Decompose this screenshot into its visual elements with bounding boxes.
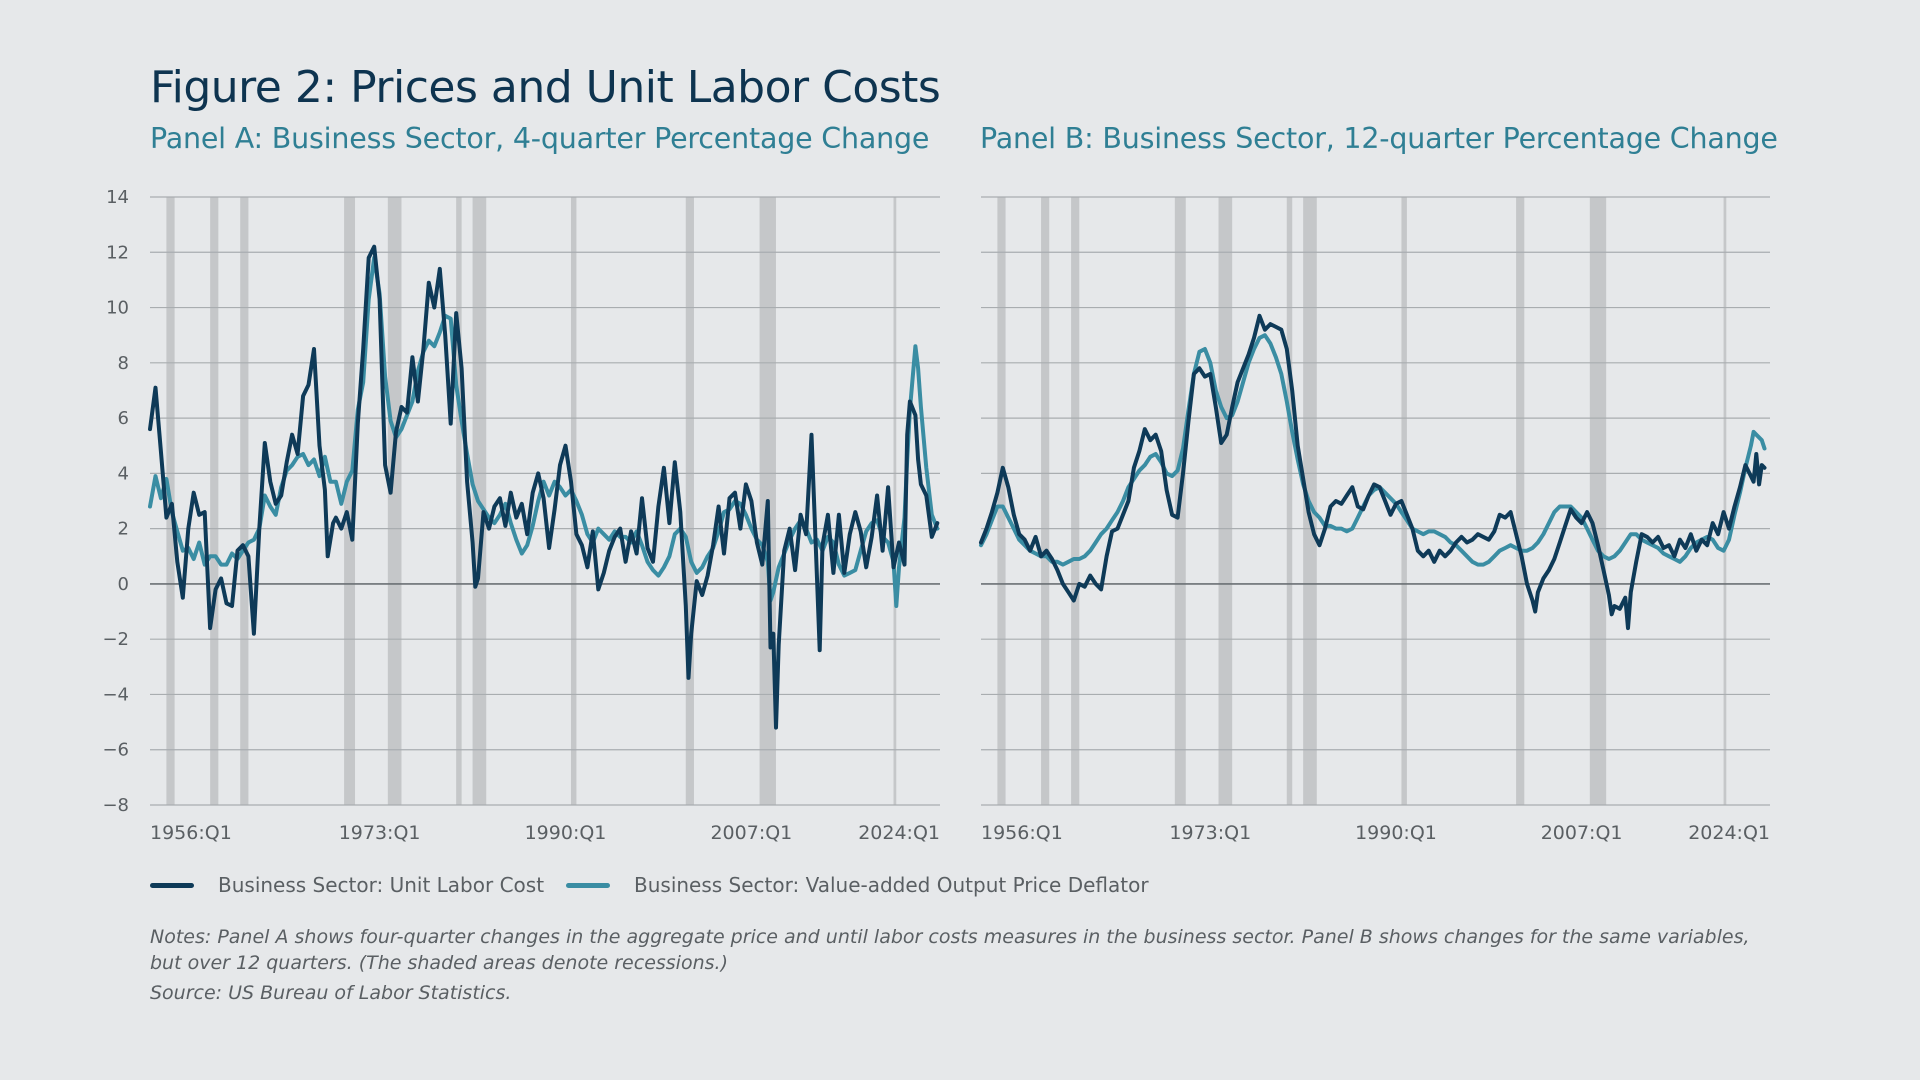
recession-band <box>997 197 1006 805</box>
panel-a-chart: 14 12 10 8 6 4 2 0 −2 −4 −6 −8 1956:Q1 1973:Q1 1990:Q1… <box>102 187 940 844</box>
charts-canvas: 14 12 10 8 6 4 2 0 −2 −4 −6 −8 1956:Q1 1973:Q1 1990:Q1… <box>102 187 1770 844</box>
legend-item-price-deflator: Business Sector: Value-added Output Pric… <box>566 871 1149 899</box>
recession-band <box>210 197 219 805</box>
recession-band <box>387 197 402 805</box>
recession-band <box>1723 197 1727 805</box>
x-tick-label: 2007:Q1 <box>710 822 792 844</box>
y-tick-label: 0 <box>118 574 129 595</box>
y-tick-label: 8 <box>118 353 129 374</box>
figure-title: Figure 2: Prices and Unit Labor Costs <box>150 62 941 113</box>
figure-source: Source: US Bureau of Labor Statistics. <box>150 982 512 1004</box>
recession-band <box>1218 197 1233 805</box>
series-line-price-deflator <box>148 255 940 608</box>
legend-swatch-price-deflator <box>566 882 610 888</box>
x-tick-label: 1990:Q1 <box>525 822 607 844</box>
series-line-unit-labor-cost <box>148 244 940 730</box>
y-tick-label: 6 <box>118 408 129 429</box>
x-tick-label: 2024:Q1 <box>1688 822 1770 844</box>
recession-band <box>456 197 462 805</box>
legend-swatch-unit-labor-cost <box>150 882 194 888</box>
y-tick-label: 4 <box>118 463 129 484</box>
recession-band <box>893 197 897 805</box>
y-tick-label: −4 <box>102 684 129 705</box>
y-tick-label: 2 <box>118 519 129 540</box>
legend-item-unit-labor-cost: Business Sector: Unit Labor Cost <box>150 871 544 899</box>
recession-band <box>1589 197 1607 805</box>
y-tick-label: 10 <box>106 298 129 319</box>
legend-label-unit-labor-cost: Business Sector: Unit Labor Cost <box>218 873 545 897</box>
series-line-unit-labor-cost <box>979 313 1767 631</box>
figure-notes: Notes: Panel A shows four-quarter change… <box>150 926 1750 974</box>
recession-band <box>685 197 694 805</box>
x-tick-label: 1973:Q1 <box>339 822 421 844</box>
recession-band <box>240 197 249 805</box>
y-tick-label: −8 <box>102 795 129 816</box>
recession-band <box>1071 197 1080 805</box>
y-tick-label: −2 <box>102 629 129 650</box>
recession-band <box>1401 197 1407 805</box>
y-tick-label: 12 <box>106 242 129 263</box>
y-tick-label: −6 <box>102 740 129 761</box>
x-tick-label: 1956:Q1 <box>981 822 1063 844</box>
recession-band <box>1516 197 1525 805</box>
x-tick-label: 2024:Q1 <box>858 822 940 844</box>
panel-a-title: Panel A: Business Sector, 4-quarter Perc… <box>150 122 930 155</box>
series-line-price-deflator <box>979 333 1767 567</box>
x-tick-label: 1973:Q1 <box>1169 822 1251 844</box>
recession-band <box>1286 197 1293 805</box>
panel-b-chart: 1956:Q1 1973:Q1 1990:Q1 2007:Q1 2024:Q1 <box>979 196 1770 844</box>
y-tick-label: 14 <box>106 187 129 208</box>
x-tick-label: 2007:Q1 <box>1541 822 1623 844</box>
panel-b-title: Panel B: Business Sector, 12-quarter Per… <box>980 122 1778 155</box>
legend-label-price-deflator: Business Sector: Value-added Output Pric… <box>634 873 1149 897</box>
recession-band <box>344 197 356 805</box>
x-tick-label: 1990:Q1 <box>1355 822 1437 844</box>
x-tick-label: 1956:Q1 <box>150 822 232 844</box>
recession-band <box>1041 197 1050 805</box>
